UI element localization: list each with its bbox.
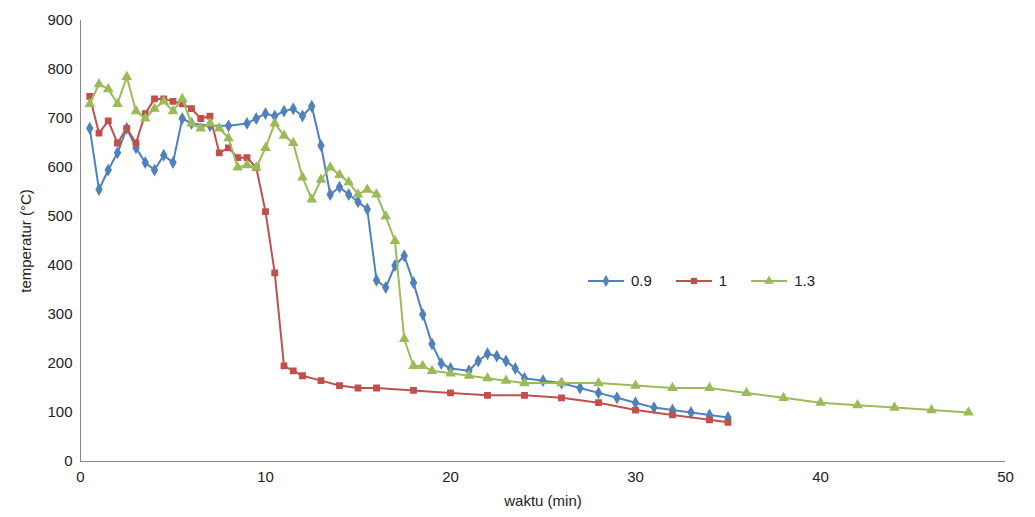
svg-text:600: 600 [47, 158, 72, 175]
svg-text:50: 50 [997, 468, 1014, 485]
svg-text:700: 700 [47, 109, 72, 126]
svg-text:100: 100 [47, 403, 72, 420]
svg-text:10: 10 [257, 468, 274, 485]
svg-text:30: 30 [627, 468, 644, 485]
svg-text:800: 800 [47, 60, 72, 77]
svg-text:500: 500 [47, 207, 72, 224]
svg-text:temperatur (°C): temperatur (°C) [17, 189, 34, 293]
svg-text:0: 0 [76, 468, 84, 485]
svg-text:400: 400 [47, 256, 72, 273]
svg-text:20: 20 [442, 468, 459, 485]
html-text:1: 1 [718, 272, 728, 289]
svg-text:300: 300 [47, 305, 72, 322]
svg-text:40: 40 [812, 468, 829, 485]
svg-text:200: 200 [47, 354, 72, 371]
svg-text:900: 900 [47, 11, 72, 28]
svg-text:waktu (min): waktu (min) [503, 492, 582, 509]
html-text:1.3: 1.3 [794, 272, 816, 289]
svg-text:0: 0 [64, 452, 72, 469]
html-text:0.9: 0.9 [631, 272, 652, 289]
